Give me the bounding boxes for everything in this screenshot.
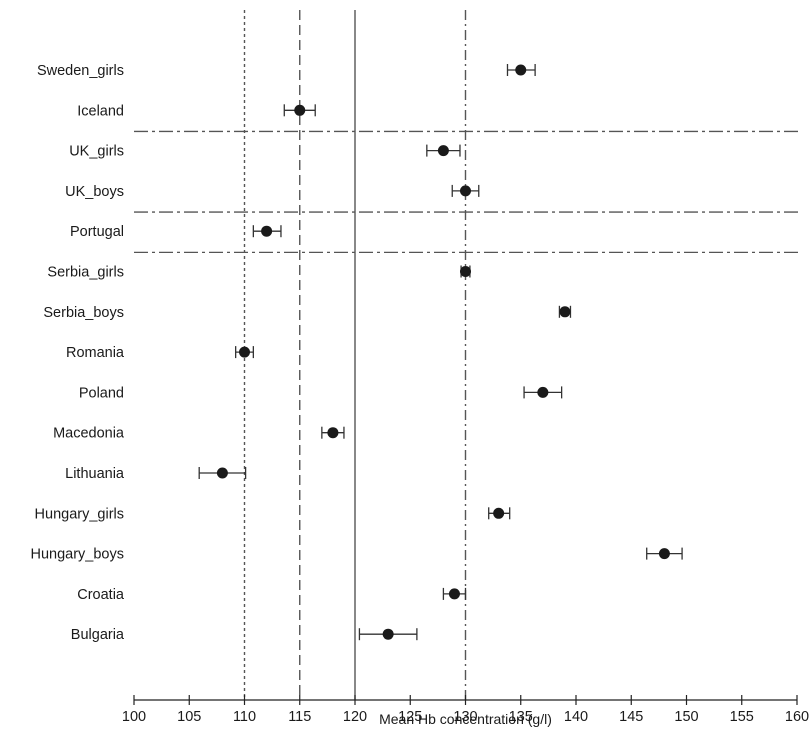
data-point [216,467,228,479]
data-point [261,225,273,237]
x-tick-label: 150 [674,709,698,725]
category-label: UK_boys [65,184,124,200]
data-point [437,145,449,157]
category-label: Portugal [70,224,124,240]
category-label: Sweden_girls [37,63,124,79]
category-label: Serbia_boys [43,305,124,321]
x-tick-label: 110 [233,709,256,725]
x-tick-label: 160 [785,709,809,725]
category-label: Hungary_boys [31,547,125,563]
data-point [515,64,527,76]
x-tick-label: 130 [453,709,477,725]
data-point [658,548,670,560]
data-point [239,346,250,358]
data-point [537,386,549,398]
x-tick-label: 145 [619,709,643,725]
x-tick-label: 155 [730,709,754,725]
x-axis-title: Mean Hb concentration (g/l) [379,711,552,727]
category-label: Bulgaria [71,627,125,643]
data-point [460,185,471,197]
x-tick-label: 100 [122,709,146,725]
category-label: Hungary_girls [35,506,124,522]
category-label: Poland [79,385,124,401]
data-point [559,306,571,318]
category-label: Iceland [77,103,124,119]
x-tick-label: 115 [288,709,311,725]
category-label: Romania [66,345,125,361]
data-point [382,628,394,640]
data-point [294,104,306,116]
category-label: Croatia [77,587,125,603]
x-tick-label: 140 [564,709,588,725]
category-label: Serbia_girls [47,265,124,281]
data-point [448,588,460,600]
data-point [493,507,505,519]
x-tick-label: 135 [509,709,533,725]
category-label: Lithuania [65,466,125,482]
x-tick-label: 120 [343,709,367,725]
category-label: UK_girls [69,144,124,160]
x-tick-label: 105 [177,709,201,725]
category-label: Macedonia [53,426,125,442]
data-point [460,266,471,277]
x-tick-label: 125 [398,709,422,725]
data-point [327,427,339,439]
